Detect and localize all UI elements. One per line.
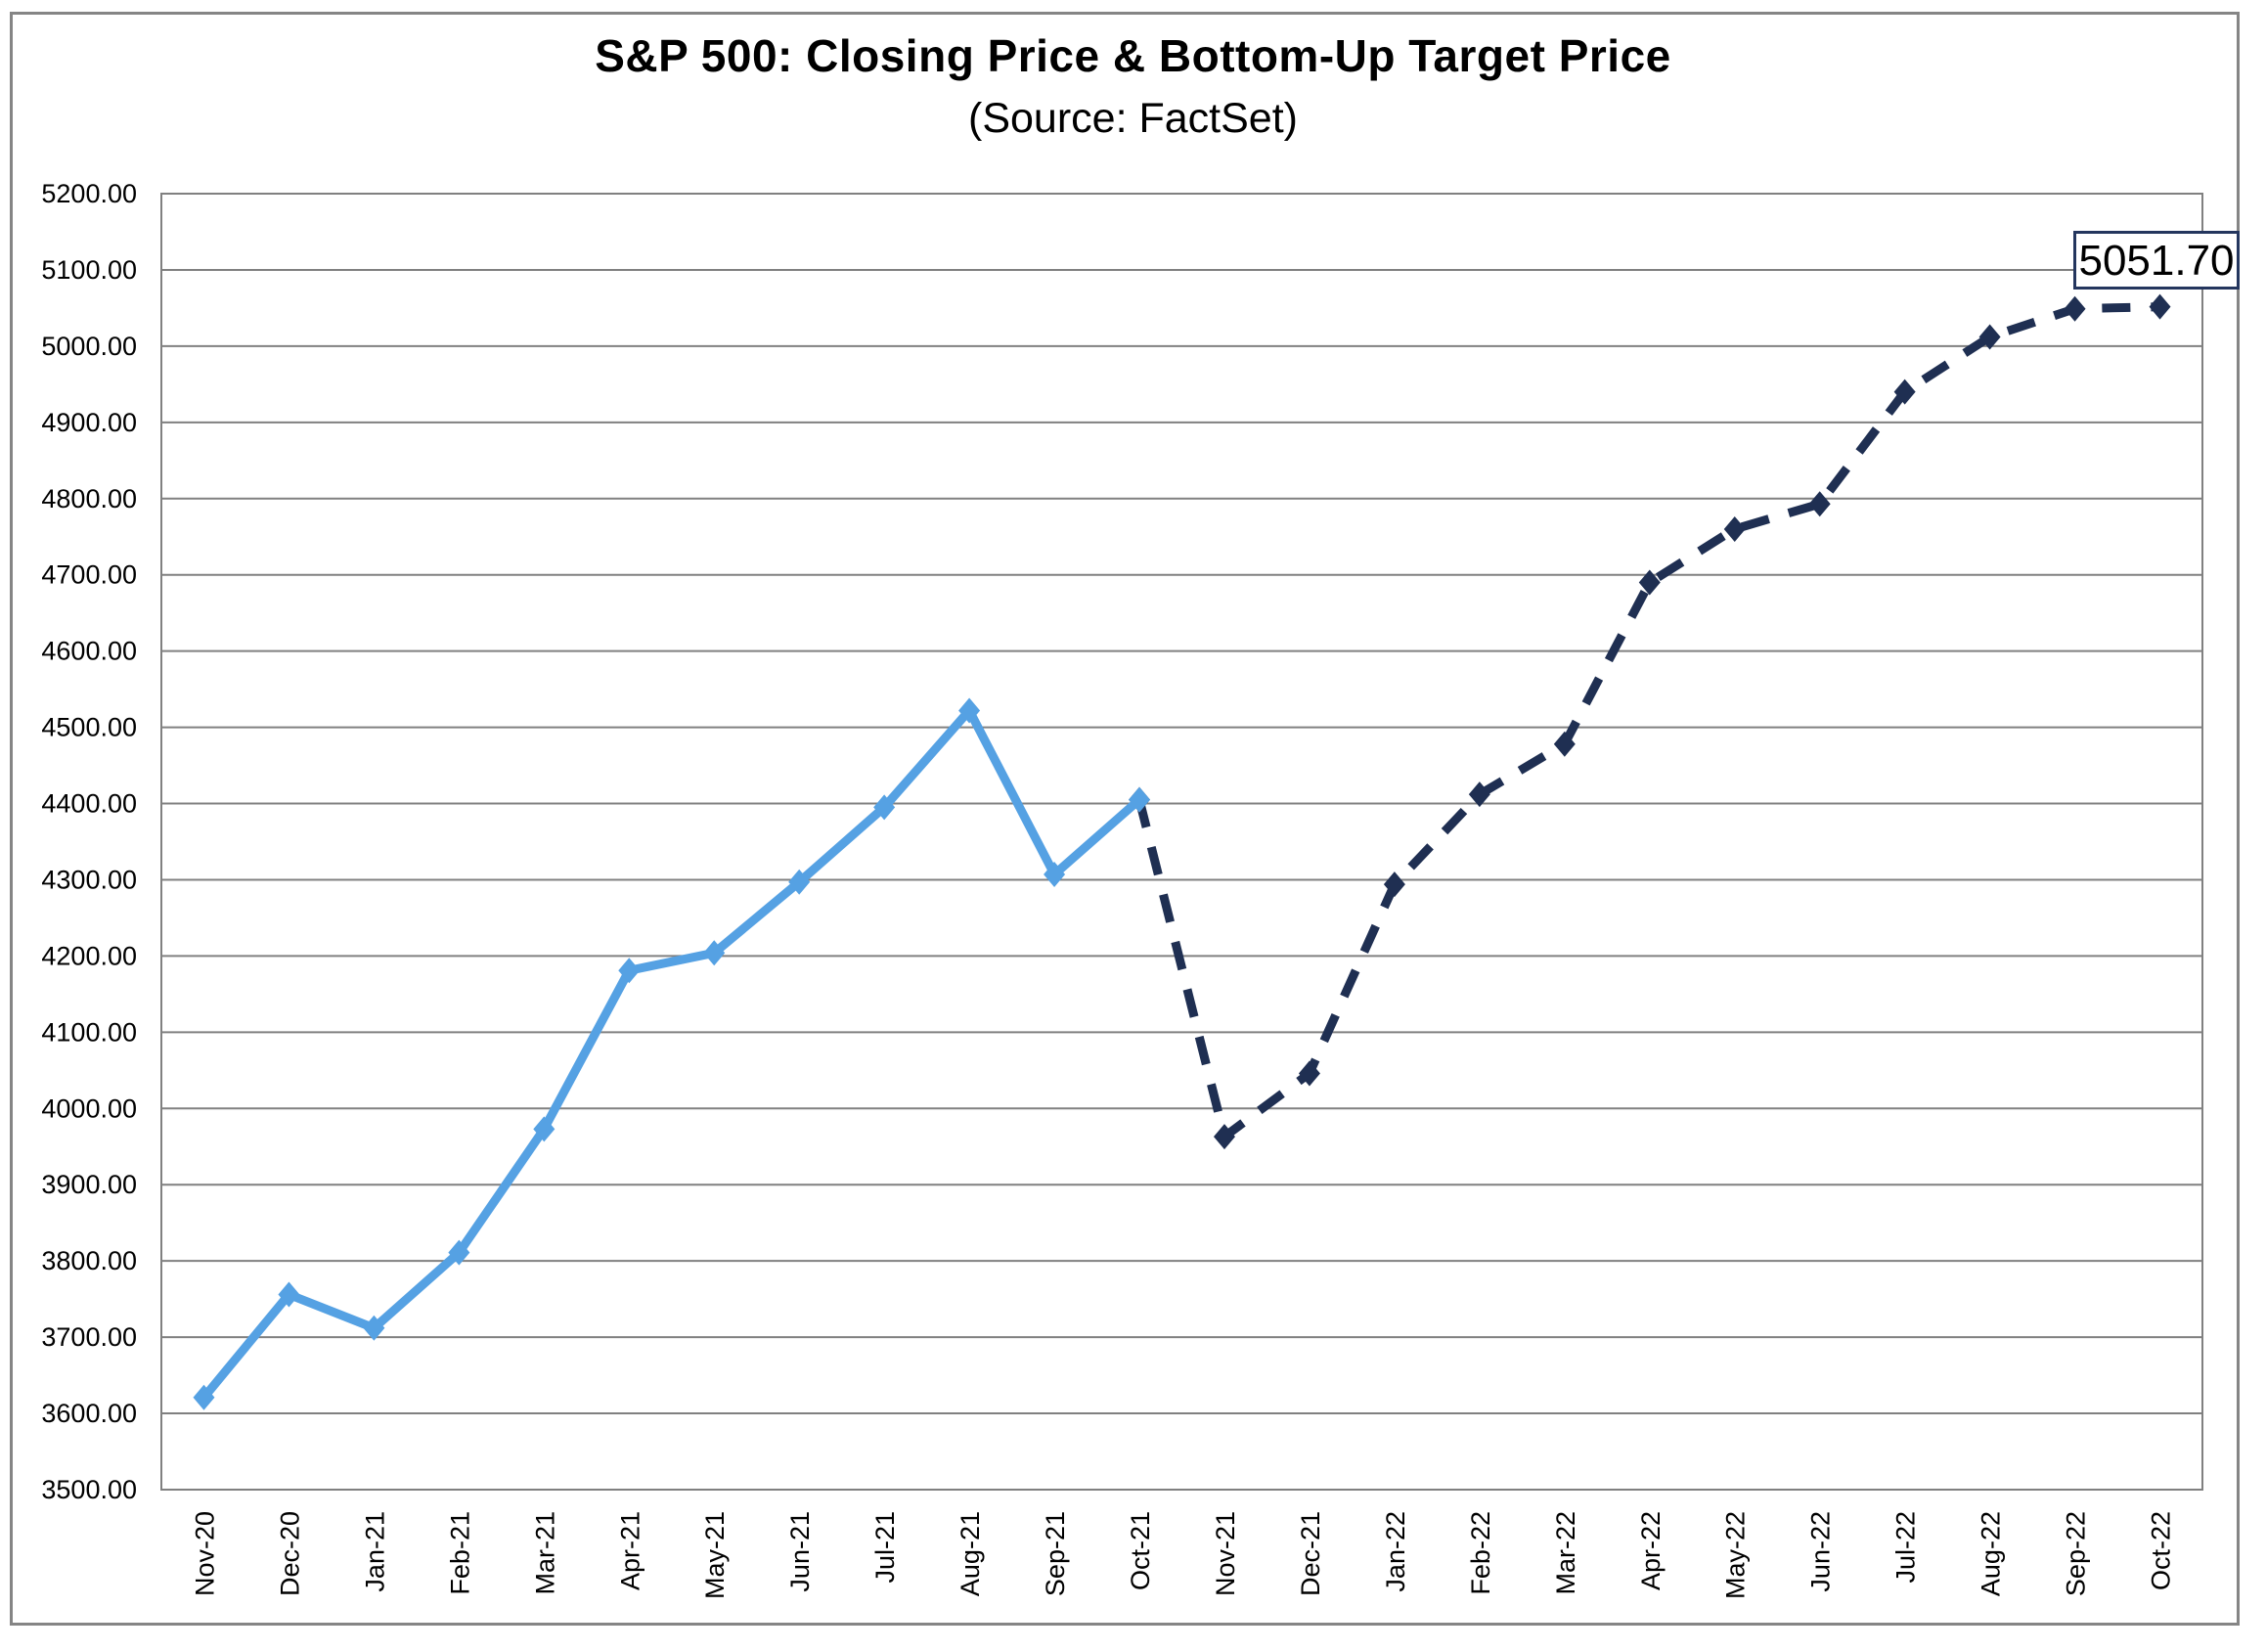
x-tick-label: Jan-22 [1381, 1511, 1410, 1592]
diamond-marker-bottom-up-target-price [1978, 324, 2001, 350]
diamond-marker-bottom-up-target-price [2064, 295, 2086, 322]
diamond-marker-closing-price [958, 697, 981, 724]
y-tick-label: 4600.00 [41, 637, 137, 666]
y-tick-label: 5000.00 [41, 332, 137, 361]
x-tick-label: Jul-22 [1891, 1511, 1921, 1584]
x-tick-label: Jun-22 [1806, 1511, 1836, 1592]
y-tick-label: 4900.00 [41, 408, 137, 437]
diamond-marker-bottom-up-target-price [1808, 491, 1831, 517]
diamond-marker-closing-price [1044, 862, 1066, 888]
x-tick-label: Jan-21 [360, 1511, 389, 1592]
y-tick-label: 3700.00 [41, 1322, 137, 1352]
x-tick-label: Feb-22 [1466, 1511, 1495, 1595]
diamond-marker-bottom-up-target-price [1638, 569, 1661, 596]
x-tick-label: Sep-22 [2062, 1511, 2091, 1596]
diamond-marker-bottom-up-target-price [1723, 515, 1746, 542]
x-tick-label: Sep-21 [1041, 1511, 1070, 1596]
diamond-marker-bottom-up-target-price [2149, 293, 2171, 320]
y-tick-label: 5100.00 [41, 255, 137, 285]
diamond-marker-bottom-up-target-price [1298, 1060, 1320, 1087]
diamond-marker-bottom-up-target-price [1383, 871, 1405, 898]
y-tick-label: 3600.00 [41, 1399, 137, 1428]
diamond-marker-closing-price [873, 794, 896, 821]
x-tick-label: Oct-21 [1126, 1511, 1155, 1590]
x-tick-label: Dec-20 [275, 1511, 304, 1596]
y-tick-label: 4000.00 [41, 1094, 137, 1123]
x-tick-label: May-21 [700, 1511, 730, 1599]
diamond-marker-bottom-up-target-price [1468, 781, 1490, 808]
diamond-marker-closing-price [618, 958, 641, 984]
diamond-marker-closing-price [703, 940, 726, 966]
x-tick-label: Oct-22 [2147, 1511, 2176, 1590]
x-tick-label: Apr-21 [615, 1511, 644, 1590]
x-tick-label: Dec-21 [1296, 1511, 1325, 1596]
y-tick-label: 4400.00 [41, 789, 137, 819]
diamond-marker-closing-price [193, 1384, 215, 1410]
x-tick-label: Feb-21 [445, 1511, 474, 1595]
y-tick-label: 4300.00 [41, 865, 137, 894]
x-tick-label: Aug-22 [1977, 1511, 2006, 1596]
x-tick-label: Apr-22 [1636, 1511, 1666, 1590]
y-tick-label: 3500.00 [41, 1475, 137, 1504]
chart-subtitle: (Source: FactSet) [968, 95, 1298, 142]
x-tick-label: Nov-20 [190, 1511, 219, 1596]
diamond-marker-closing-price [788, 869, 811, 895]
y-tick-label: 4800.00 [41, 484, 137, 513]
chart-title: S&P 500: Closing Price & Bottom-Up Targe… [595, 30, 1671, 81]
series-line-closing-price [200, 702, 1142, 1401]
x-tick-label: May-22 [1721, 1511, 1751, 1599]
x-tick-label: Aug-21 [955, 1511, 985, 1596]
y-tick-label: 4500.00 [41, 713, 137, 742]
y-tick-label: 4200.00 [41, 941, 137, 970]
y-tick-label: 4700.00 [41, 560, 137, 590]
x-tick-label: Jul-21 [870, 1511, 900, 1584]
diamond-marker-closing-price [1129, 786, 1151, 813]
y-tick-label: 5200.00 [41, 179, 137, 208]
y-tick-label: 3900.00 [41, 1170, 137, 1199]
y-tick-label: 4100.00 [41, 1017, 137, 1047]
y-tick-label: 3800.00 [41, 1246, 137, 1275]
diamond-marker-closing-price [448, 1239, 470, 1266]
x-tick-label: Mar-22 [1551, 1511, 1580, 1595]
diamond-marker-closing-price [278, 1281, 300, 1308]
x-tick-label: Mar-21 [530, 1511, 559, 1595]
diamond-marker-closing-price [533, 1116, 555, 1142]
diamond-marker-closing-price [363, 1315, 385, 1341]
x-tick-label: Nov-21 [1211, 1511, 1240, 1596]
series-line-bottom-up-target-price [1134, 302, 2160, 1144]
diamond-marker-bottom-up-target-price [1553, 731, 1576, 757]
last-value-label: 5051.70 [2073, 231, 2240, 290]
plot-border [160, 193, 2203, 1491]
diamond-marker-bottom-up-target-price [1213, 1124, 1235, 1150]
diamond-marker-bottom-up-target-price [1893, 379, 1916, 405]
x-tick-label: Jun-21 [785, 1511, 815, 1592]
